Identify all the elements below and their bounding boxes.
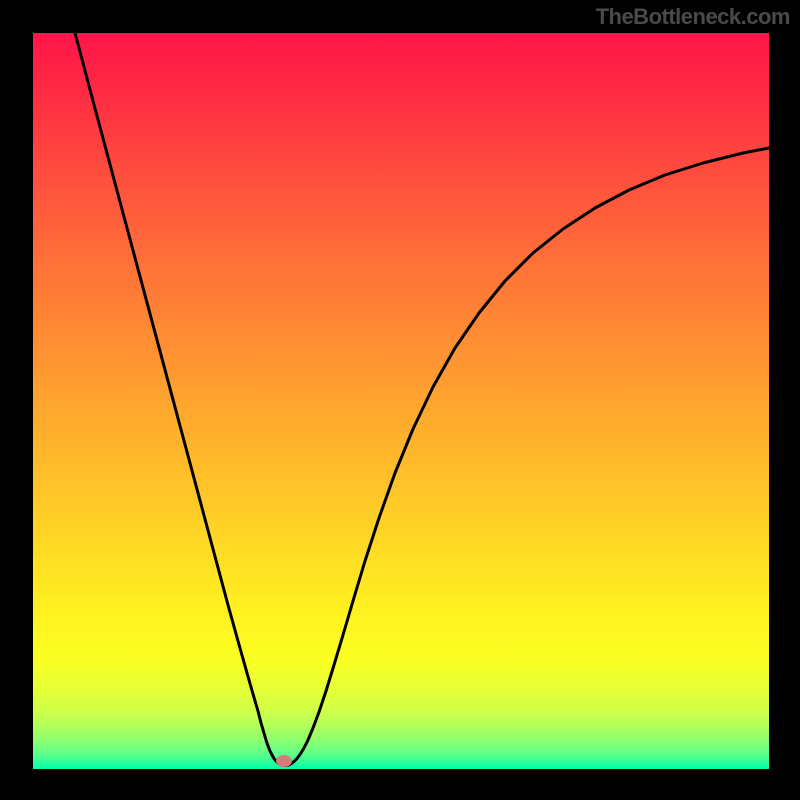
chart-svg: [33, 33, 769, 769]
watermark-text: TheBottleneck.com: [596, 4, 790, 30]
plot-background: [33, 33, 769, 769]
optimal-point-marker: [276, 755, 292, 767]
chart-container: TheBottleneck.com: [0, 0, 800, 800]
plot-area: [33, 33, 769, 769]
